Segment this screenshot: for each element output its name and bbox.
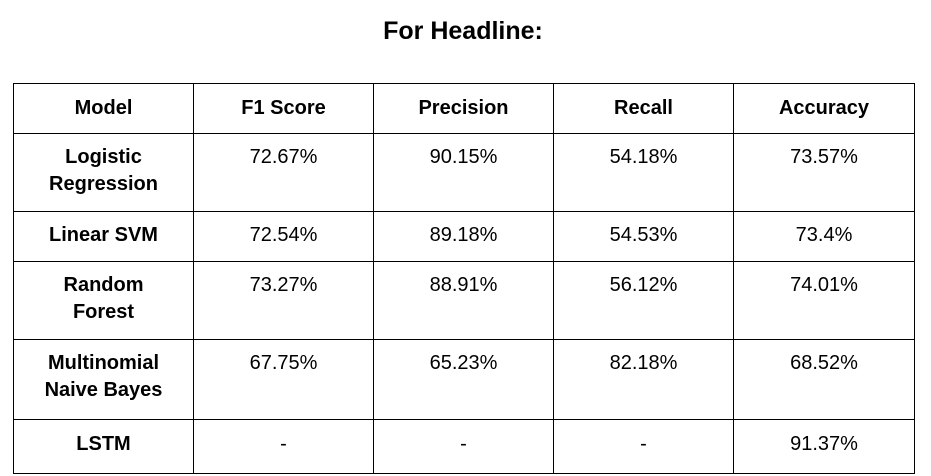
model-name-line: Logistic	[65, 146, 142, 168]
accuracy-cell: 91.37%	[733, 419, 915, 474]
model-name-line: Random	[63, 274, 144, 296]
accuracy-cell: 68.52%	[733, 339, 915, 420]
model-cell: Logistic Regression	[13, 133, 194, 212]
table-row: Logistic Regression 72.67% 90.15% 54.18%…	[13, 133, 915, 212]
f1-score-cell: -	[193, 419, 374, 474]
table-row: Linear SVM 72.54% 89.18% 54.53% 73.4%	[13, 211, 915, 262]
header-recall: Recall	[553, 83, 734, 134]
table-row: LSTM - - - 91.37%	[13, 419, 915, 474]
header-precision: Precision	[373, 83, 554, 134]
table-header-row: Model F1 Score Precision Recall Accuracy	[13, 83, 915, 134]
recall-cell: 82.18%	[553, 339, 734, 420]
model-cell: Linear SVM	[13, 211, 194, 262]
recall-cell: 56.12%	[553, 261, 734, 340]
results-table: Model F1 Score Precision Recall Accuracy…	[13, 83, 915, 474]
model-name-line: Linear SVM	[49, 224, 158, 246]
f1-score-cell: 73.27%	[193, 261, 374, 340]
f1-score-cell: 72.54%	[193, 211, 374, 262]
model-name-line: Naive Bayes	[44, 379, 163, 401]
accuracy-cell: 73.4%	[733, 211, 915, 262]
accuracy-cell: 73.57%	[733, 133, 915, 212]
model-name-line: Regression	[49, 173, 158, 195]
precision-cell: 89.18%	[373, 211, 554, 262]
model-name-line: Multinomial	[47, 352, 160, 374]
header-model: Model	[13, 83, 194, 134]
recall-cell: 54.53%	[553, 211, 734, 262]
header-f1-score: F1 Score	[193, 83, 374, 134]
table-row: Random Forest 73.27% 88.91% 56.12% 74.01…	[13, 261, 915, 340]
precision-cell: 88.91%	[373, 261, 554, 340]
recall-cell: 54.18%	[553, 133, 734, 212]
f1-score-cell: 72.67%	[193, 133, 374, 212]
page-title: For Headline:	[383, 17, 543, 45]
model-cell: LSTM	[13, 419, 194, 474]
precision-cell: -	[373, 419, 554, 474]
accuracy-cell: 74.01%	[733, 261, 915, 340]
precision-cell: 65.23%	[373, 339, 554, 420]
precision-cell: 90.15%	[373, 133, 554, 212]
model-name-line: LSTM	[76, 433, 131, 455]
f1-score-cell: 67.75%	[193, 339, 374, 420]
table-row: Multinomial Naive Bayes 67.75% 65.23% 82…	[13, 339, 915, 420]
model-cell: Multinomial Naive Bayes	[13, 339, 194, 420]
recall-cell: -	[553, 419, 734, 474]
header-accuracy: Accuracy	[733, 83, 915, 134]
model-cell: Random Forest	[13, 261, 194, 340]
model-name-line: Forest	[72, 301, 135, 323]
